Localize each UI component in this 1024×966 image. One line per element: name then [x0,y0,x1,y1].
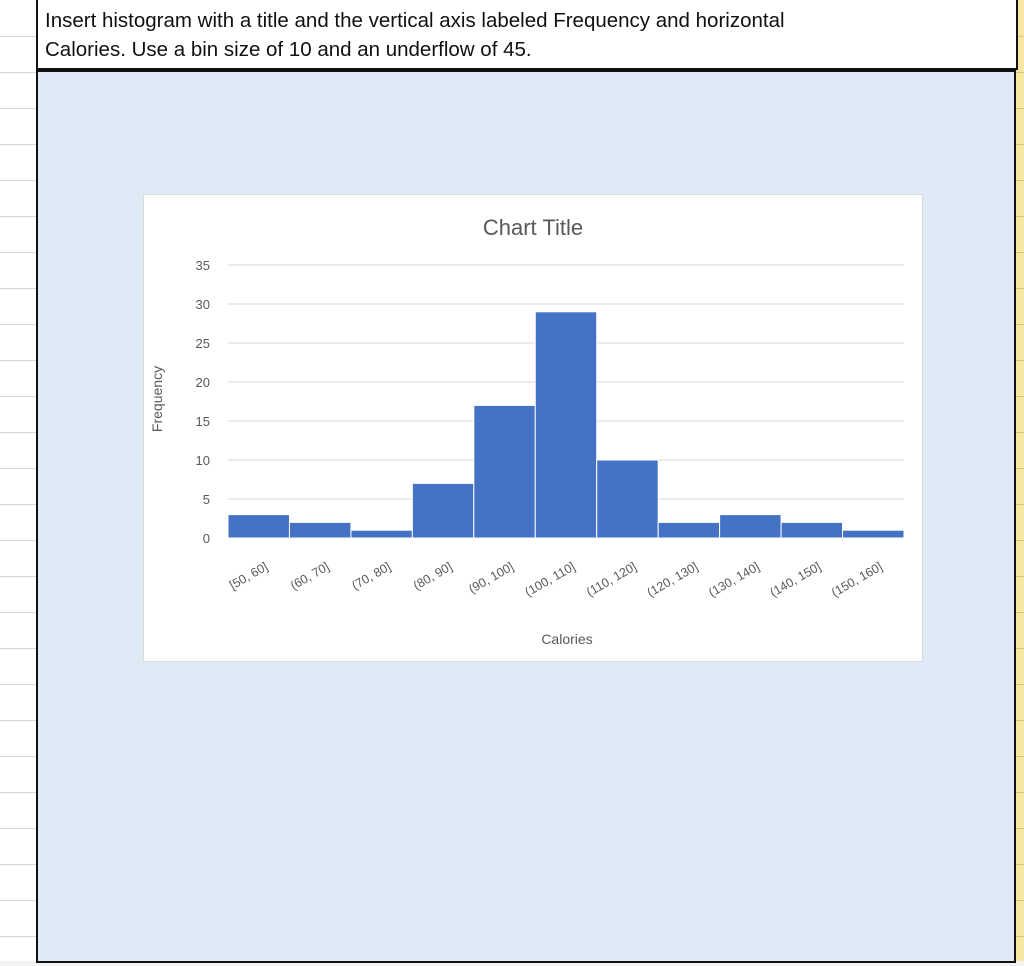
y-tick-label: 5 [203,492,210,507]
row-gridline [1016,108,1024,109]
row-gridline [1016,468,1024,469]
x-category-label: (60, 70] [288,559,332,592]
histogram-bar[interactable] [719,514,782,539]
y-tick-label: 10 [196,453,210,468]
histogram-bar[interactable] [350,529,413,539]
spreadsheet-bottom-strip [0,961,1024,966]
chart-title[interactable]: Chart Title [483,215,583,240]
x-category-label: (130, 140] [706,559,762,599]
histogram-bar[interactable] [842,529,905,539]
histogram-bar[interactable] [227,514,290,539]
row-gridline [1016,828,1024,829]
spreadsheet-row-gridlines-right [1016,0,1024,966]
y-tick-label: 35 [196,258,210,273]
x-category-label: [50, 60] [227,559,270,592]
row-gridline [1016,720,1024,721]
y-axis-ticks: 0 5 10 15 20 25 30 35 [196,258,210,546]
row-gridline [1016,792,1024,793]
y-tick-label: 30 [196,297,210,312]
row-gridline [0,36,36,37]
y-tick-label: 25 [196,336,210,351]
row-gridline [0,288,36,289]
row-gridline [0,432,36,433]
row-gridline [0,648,36,649]
row-gridline [1016,432,1024,433]
chart-canvas: Chart Title 0 5 10 15 20 25 30 35 [50, 60] (60, … [149,215,905,647]
instruction-line-2: Calories. Use a bin size of 10 and an un… [45,38,532,61]
x-category-label: (90, 100] [466,559,516,596]
row-gridline [1016,900,1024,901]
row-gridline [1016,684,1024,685]
row-gridline [0,828,36,829]
x-axis-title[interactable]: Calories [541,631,592,647]
row-gridline [1016,612,1024,613]
histogram-bar[interactable] [780,521,844,539]
x-category-label: (100, 110] [523,559,578,599]
row-gridline [0,360,36,361]
row-gridline [0,108,36,109]
y-tick-label: 15 [196,414,210,429]
row-gridline [1016,36,1024,37]
row-gridline [1016,216,1024,217]
row-gridline [1016,864,1024,865]
row-gridline [0,396,36,397]
histogram-bar[interactable] [288,521,352,539]
row-gridline [1016,288,1024,289]
row-gridline [1016,252,1024,253]
row-gridline [0,864,36,865]
instruction-cell[interactable]: Insert histogram with a title and the ve… [36,0,1018,70]
row-gridline [1016,360,1024,361]
row-gridline [1016,504,1024,505]
row-gridline [1016,540,1024,541]
row-gridline [0,576,36,577]
row-gridline [1016,576,1024,577]
histogram-bar[interactable] [596,459,659,539]
x-category-label: (120, 130] [645,559,701,599]
x-category-label: (140, 150] [768,559,824,599]
row-gridline [0,720,36,721]
row-gridline [0,936,36,937]
row-gridline [0,504,36,505]
row-gridline [0,216,36,217]
x-category-label: (150, 160] [829,559,885,599]
row-gridline [0,252,36,253]
spreadsheet-row-gridlines-left [0,0,36,966]
y-tick-label: 20 [196,375,210,390]
row-gridline [0,684,36,685]
histogram-bar[interactable] [534,311,598,539]
row-gridline [0,180,36,181]
row-gridline [0,144,36,145]
instruction-text: Insert histogram with a title and the ve… [45,6,1005,64]
y-axis-title[interactable]: Frequency [149,366,165,432]
row-gridline [1016,72,1024,73]
row-gridline [1016,756,1024,757]
x-axis-categories: [50, 60] (60, 70] (70, 80] (80, 90] (90, 100… [227,559,885,599]
row-gridline [0,540,36,541]
row-gridline [1016,396,1024,397]
histogram-chart[interactable]: Chart Title 0 5 10 15 20 25 30 35 [50, 60] (60, … [143,194,923,662]
x-category-label: (70, 80] [349,559,393,592]
row-gridline [0,324,36,325]
row-gridline [0,792,36,793]
row-gridline [0,468,36,469]
row-gridline [1016,936,1024,937]
row-gridline [0,756,36,757]
row-gridline [0,900,36,901]
x-category-label: (110, 120] [584,559,639,599]
instruction-line-1: Insert histogram with a title and the ve… [45,9,785,32]
histogram-bar[interactable] [657,521,721,539]
bars [227,311,905,539]
y-tick-label: 0 [203,531,210,546]
row-gridline [1016,180,1024,181]
row-gridline [1016,144,1024,145]
x-category-label: (80, 90] [411,559,455,592]
histogram-bar[interactable] [411,482,475,539]
histogram-bar[interactable] [473,404,536,539]
row-gridline [0,72,36,73]
row-gridline [1016,324,1024,325]
row-gridline [0,612,36,613]
row-gridline [1016,648,1024,649]
